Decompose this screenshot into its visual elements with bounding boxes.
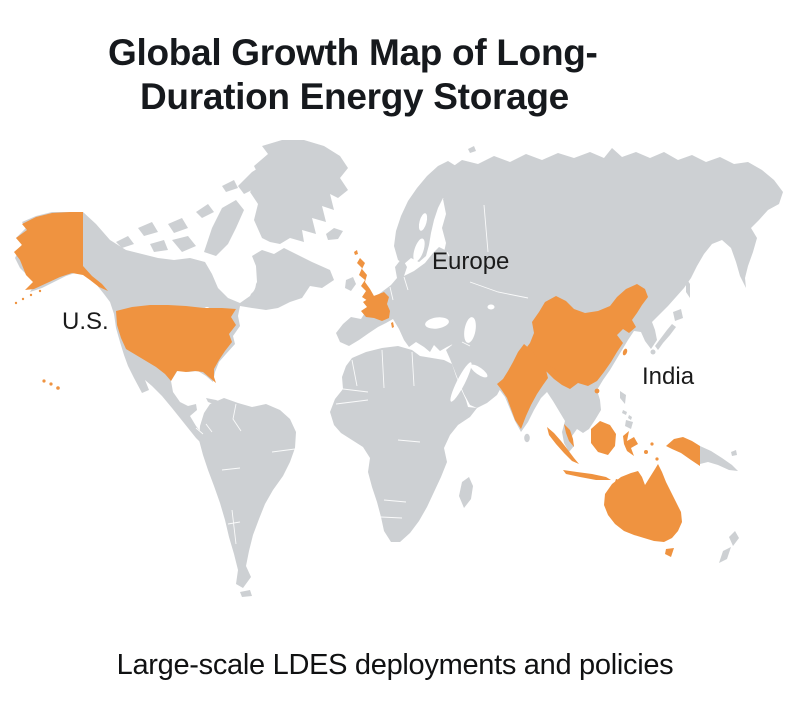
hainan-island: [594, 388, 600, 394]
ireland: [345, 277, 356, 291]
aral-sea: [487, 304, 495, 310]
country-borders: [195, 204, 529, 545]
aleutian-islands: [14, 289, 42, 305]
persian-gulf: [470, 364, 488, 378]
scandinavia: [394, 161, 458, 264]
philippines: [620, 391, 633, 429]
caspian-sea: [464, 317, 476, 343]
country-united-kingdom: [354, 250, 375, 301]
country-china: [524, 284, 648, 389]
papua-new-guinea: [700, 446, 738, 471]
caption: Large-scale LDES deployments and policie…: [116, 649, 674, 681]
iceland: [326, 228, 343, 240]
japan-sakhalin: [655, 278, 690, 350]
black-sea: [425, 317, 449, 329]
red-sea: [450, 362, 472, 402]
russia-asia-landmass: [442, 148, 783, 452]
country-alaska: [14, 212, 108, 291]
taiwan-island: [622, 348, 628, 356]
country-indonesia-malaysia: [547, 421, 700, 485]
map-label-india: India: [642, 363, 695, 390]
gulf-of-bothnia: [418, 213, 428, 231]
country-united-states: [116, 305, 236, 383]
africa: [330, 346, 477, 542]
world-map: [0, 130, 790, 642]
country-france: [361, 292, 394, 328]
map-label-europe: Europe: [432, 248, 510, 275]
hawaii-islands: [42, 379, 60, 390]
baltic-sea: [413, 238, 425, 262]
page-title: Global Growth Map of Long- Duration Ener…: [108, 31, 598, 119]
madagascar: [459, 477, 473, 508]
country-australia: [604, 464, 682, 557]
sri-lanka: [524, 433, 530, 443]
map-label-us: U.S.: [62, 308, 109, 335]
arctic-islands: [116, 162, 282, 256]
title-line-1: Global Growth Map of Long-: [108, 31, 598, 73]
greenland: [250, 140, 348, 244]
hudson-bay: [238, 271, 256, 295]
highlighted-countries: [14, 212, 700, 557]
arctic-russian-islands: [468, 146, 508, 184]
world-map-svg: [14, 140, 783, 597]
south-america: [199, 398, 296, 597]
new-zealand: [719, 531, 739, 563]
title-line-2: Duration Energy Storage: [140, 75, 569, 117]
kyushu-island: [650, 349, 656, 355]
country-india: [497, 344, 558, 429]
sea-of-okhotsk: [706, 258, 726, 274]
